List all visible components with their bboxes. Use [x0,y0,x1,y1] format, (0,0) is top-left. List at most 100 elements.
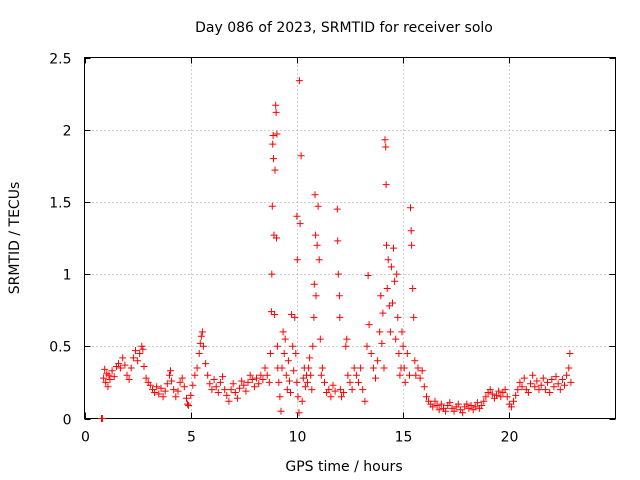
data-point [229,380,237,388]
data-point [336,313,344,321]
data-point [214,389,222,396]
data-point [459,409,467,417]
data-point [196,339,204,347]
data-point [242,387,250,395]
data-point [283,386,291,394]
data-point [101,365,109,373]
data-point [398,328,406,336]
data-point [374,357,382,365]
data-point [411,357,419,365]
data-point [172,393,180,401]
data-point [429,403,437,411]
data-point [442,407,450,415]
data-point [296,220,304,228]
data-point [359,386,367,394]
data-point [336,386,344,394]
data-point [334,270,342,278]
data-point [544,378,551,386]
data-point [146,381,154,389]
data-point [463,400,471,408]
x-tick-label: 0 [81,430,90,446]
data-point [261,364,269,372]
data-point [212,383,220,391]
data-point [176,378,184,386]
data-point [294,393,302,401]
data-point [512,391,520,399]
data-point [382,143,390,151]
data-point [412,371,420,379]
data-point [410,313,418,321]
data-point [393,270,401,278]
y-tick-label: 0 [63,413,72,429]
data-point [193,364,201,372]
data-point [381,136,389,144]
data-point [275,378,283,386]
data-point [134,357,142,365]
data-point [110,373,118,381]
data-point [301,383,309,391]
data-point [364,272,372,279]
data-point [383,285,391,292]
data-point [311,191,319,199]
data-point [382,181,390,189]
data-point [289,342,297,350]
data-point [361,397,369,405]
data-point [189,381,197,389]
data-point [268,202,276,210]
y-tick-label: 2 [63,124,72,140]
data-point [310,313,318,321]
data-point [276,393,284,401]
data-point [407,227,415,235]
data-point [524,389,532,396]
data-point [516,378,524,386]
data-point [450,407,458,415]
tick-marks [84,57,616,420]
data-point [163,380,171,388]
data-point [478,402,486,409]
data-point [236,384,244,392]
data-point [423,393,430,401]
data-point [265,378,273,386]
data-point [314,202,322,210]
data-point [357,364,365,372]
data-point [454,400,462,408]
x-tick-label: 5 [187,430,196,446]
data-point [372,374,379,382]
data-point [280,350,288,357]
data-point [446,399,454,407]
data-point [541,386,549,394]
data-point [273,130,281,138]
x-tick-label: 15 [395,430,413,446]
data-point [304,378,311,386]
data-point [108,367,116,375]
data-point [117,364,125,372]
data-point [227,386,235,394]
data-point [293,378,301,386]
data-point [284,357,292,365]
data-point [395,350,403,357]
data-point [340,389,348,396]
data-point [266,350,274,357]
data-point [567,378,575,386]
data-point [183,394,190,402]
data-point [279,328,287,336]
data-point [348,386,356,394]
data-point [497,393,505,401]
data-point [416,374,424,382]
data-point [240,381,248,389]
data-point [561,381,568,389]
data-point [409,285,417,292]
data-point [342,342,350,350]
data-point [550,383,558,391]
y-axis-label: SRMTID / TECUs [7,182,23,295]
data-point [407,204,414,212]
data-point [389,299,396,307]
x-tick-label: 20 [501,430,519,446]
data-point [233,394,241,402]
data-point [552,373,560,381]
data-point [253,374,260,382]
data-point [278,364,286,372]
y-tick-label: 1.5 [49,196,71,212]
data-point [533,377,541,385]
data-point [385,302,393,310]
